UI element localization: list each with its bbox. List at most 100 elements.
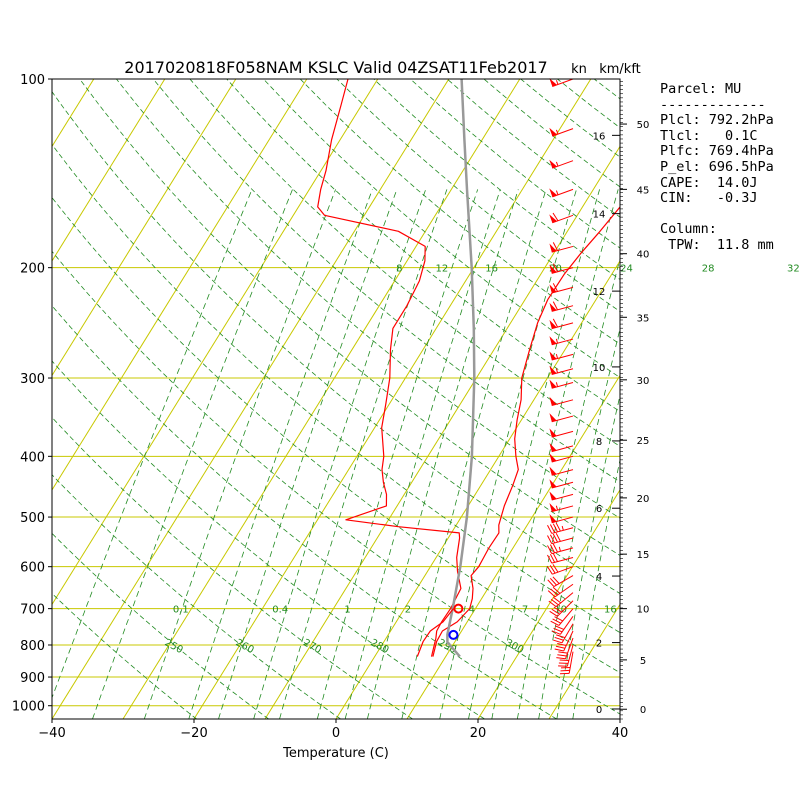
kft-tick-label: 45: [637, 185, 650, 196]
temperature-axis: −40 −20 0 20 40: [38, 719, 628, 741]
isotherm-line: [122, 79, 521, 719]
barb-flag: [549, 365, 557, 375]
wind-barb: [549, 428, 574, 438]
pressure-tick-label: 300: [20, 372, 45, 387]
info-line: CAPE: 14.0J: [660, 174, 758, 191]
mixing-ratio-line: [556, 393, 620, 719]
barb-feather: [547, 535, 553, 544]
km-tick-label: 14: [593, 210, 606, 221]
barb-flag: [549, 319, 557, 329]
barb-staff: [552, 214, 574, 224]
mixing-ratio-label: 16: [604, 605, 617, 616]
mixing-ratio-line: [367, 189, 519, 719]
wind-barb: [550, 608, 574, 626]
barb-staff: [565, 637, 574, 659]
barb-half-feather: [555, 129, 559, 135]
barb-staff: [551, 353, 574, 361]
barb-feather: [550, 598, 559, 606]
barb-feather: [549, 565, 556, 574]
barb-feather: [548, 600, 557, 608]
info-line: Column:: [660, 221, 717, 238]
info-line: -------------: [660, 96, 766, 113]
dry-adiabat-line: [263, 79, 620, 379]
mixing-ratio-label: 16: [485, 264, 498, 275]
dry-adiabat-line: [52, 360, 485, 719]
barb-staff: [551, 399, 574, 406]
barb-feather: [552, 318, 558, 328]
mixing-ratio-line: [52, 189, 253, 699]
dry-adiabat-line: [52, 250, 620, 715]
barb-flag: [549, 396, 557, 406]
wind-barb: [547, 522, 574, 534]
pressure-tick-label: 500: [20, 511, 45, 526]
wind-barb: [549, 188, 574, 198]
wind-barb: [549, 514, 574, 524]
barb-staff: [551, 368, 574, 375]
barb-feather: [552, 523, 558, 533]
km-tick-label: 0: [596, 705, 602, 716]
isotherm-line: [548, 603, 620, 719]
temperature-tick-label: 0: [332, 726, 340, 741]
barb-feather: [554, 648, 564, 652]
barb-staff: [551, 505, 574, 513]
isotherm-line: [264, 145, 620, 719]
barb-feather: [551, 630, 561, 635]
mixing-ratio-label: 28: [702, 264, 715, 275]
barb-feather: [552, 301, 558, 311]
km-tick-label: 6: [596, 504, 602, 515]
barb-staff: [552, 128, 574, 137]
km-tick-label: 4: [596, 572, 602, 583]
barb-feather: [549, 544, 556, 554]
barb-staff: [563, 630, 574, 652]
barb-staff: [551, 445, 574, 453]
barb-flag: [549, 78, 558, 87]
wind-barb: [549, 351, 574, 361]
pressure-tick-label: 800: [20, 639, 45, 654]
barb-staff: [551, 286, 574, 294]
info-line: Tlcl: 0.1C: [660, 127, 758, 144]
km-tick-label: 12: [593, 287, 606, 298]
wind-barb: [549, 365, 574, 375]
barb-feather: [555, 625, 565, 630]
barb-staff: [551, 537, 574, 545]
wind-barb: [549, 78, 574, 87]
pressure-tick-label: 700: [20, 603, 45, 618]
km-tick-label: 2: [596, 639, 602, 650]
mixing-ratio-line: [253, 189, 427, 719]
wind-barb: [547, 543, 574, 555]
kft-tick-label: 50: [637, 120, 650, 131]
barb-staff: [551, 516, 574, 524]
pressure-tick-label: 200: [20, 262, 45, 277]
barb-staff: [552, 78, 574, 87]
wind-barb: [549, 379, 574, 389]
barb-feather: [555, 532, 561, 542]
kft-tick-label: 5: [640, 656, 646, 667]
barb-feather: [552, 263, 558, 273]
barb-half-feather: [555, 354, 559, 359]
barb-staff: [551, 338, 574, 346]
mixing-ratio-line: [572, 458, 620, 719]
barb-feather: [549, 577, 557, 586]
pressure-axis: 100 200 300 400 500 600 700 800 900 1000: [12, 73, 52, 715]
barb-flag: [549, 284, 557, 294]
dry-adiabat-label: 250: [163, 637, 185, 656]
dry-adiabat-line: [189, 79, 620, 447]
right-axis-label-kn: kn: [571, 62, 587, 77]
barb-half-feather: [555, 190, 559, 196]
wind-barb: [559, 651, 574, 675]
barb-half-feather: [555, 80, 559, 85]
dry-adiabat-line: [52, 91, 620, 594]
temperature-tick-label: 40: [612, 726, 629, 741]
dry-adiabat-line: [52, 416, 413, 719]
mixing-ratio-label: 0.1: [173, 605, 189, 616]
parcel-line: [446, 79, 476, 658]
barb-feather: [550, 588, 558, 596]
wind-barb: [556, 637, 574, 660]
isotherm-line: [52, 79, 95, 148]
wind-barb: [549, 318, 574, 330]
wind-barb: [553, 623, 574, 644]
barb-staff: [551, 469, 574, 476]
chart-title: 2017020818F058NAM KSLC Valid 04ZSAT11Feb…: [124, 58, 547, 77]
